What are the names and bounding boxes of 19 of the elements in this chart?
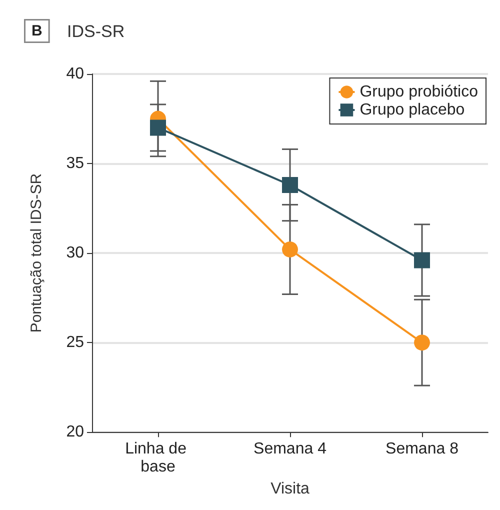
point: [414, 334, 430, 351]
point: [150, 120, 166, 136]
x-tick-label: Semana 8: [386, 440, 459, 458]
y-tick-label: 20: [66, 424, 84, 441]
x-axis-title: Visita: [270, 480, 310, 498]
legend-label: Grupo placebo: [360, 102, 465, 118]
point: [282, 241, 298, 258]
y-tick-label: 35: [66, 155, 84, 172]
chart-title: IDS-SR: [67, 22, 125, 41]
y-tick-label: 30: [66, 244, 84, 262]
text: B: [32, 22, 42, 40]
y-tick-label: 25: [66, 334, 84, 352]
point: [414, 252, 430, 268]
y-tick-label: 40: [66, 66, 84, 82]
y-axis-title: Pontuação total IDS-SR: [28, 173, 45, 333]
x-tick-label: Linha de base: [125, 440, 191, 476]
x-tick-label: Semana 4: [254, 440, 327, 458]
legend-label: Grupo probiótico: [360, 84, 478, 100]
point: [282, 177, 298, 194]
